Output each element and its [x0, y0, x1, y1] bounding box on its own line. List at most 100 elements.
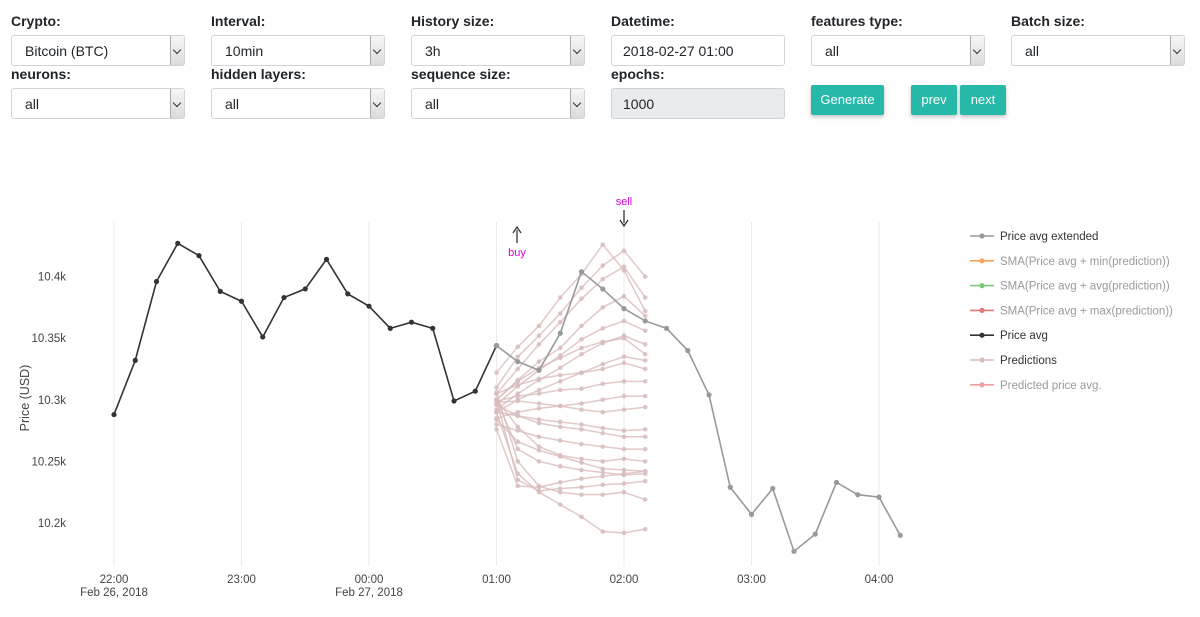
prediction-line [496, 411, 646, 432]
prediction-point [557, 502, 563, 507]
chevron-down-icon[interactable] [170, 36, 184, 65]
prediction-point [621, 428, 627, 433]
history-size-select[interactable]: 3h [411, 35, 585, 66]
prediction-point [494, 427, 499, 432]
interval-select[interactable]: 10min [211, 35, 385, 66]
prediction-point [600, 529, 606, 534]
prediction-point [621, 393, 627, 399]
prediction-point [557, 424, 563, 430]
prediction-point [494, 391, 499, 396]
hidden-layers-select[interactable]: all [211, 88, 385, 119]
chevron-down-icon[interactable] [570, 89, 584, 118]
prediction-point [536, 459, 542, 464]
prediction-point [600, 444, 606, 449]
prediction-point [515, 354, 521, 359]
prediction-point [536, 406, 542, 411]
prediction-point [536, 444, 542, 449]
sequence-size-select[interactable]: all [411, 88, 585, 119]
prediction-point [621, 318, 627, 324]
prediction-line [496, 423, 646, 450]
series-point [578, 269, 585, 275]
series-point [472, 388, 478, 394]
prediction-point [642, 468, 648, 474]
prediction-line [496, 380, 646, 402]
crypto-select[interactable]: Bitcoin (BTC) [11, 35, 185, 66]
datetime-value: 2018-02-27 01:00 [623, 43, 734, 59]
prediction-point [494, 370, 499, 375]
prediction-point [579, 441, 584, 447]
prediction-point [621, 379, 627, 384]
prediction-point [621, 294, 627, 299]
batch-size-select[interactable]: all [1011, 35, 1185, 66]
series-point [727, 484, 733, 490]
prediction-point [557, 353, 563, 358]
series-point [132, 357, 138, 363]
series-point [302, 286, 308, 292]
chevron-down-icon[interactable] [170, 89, 184, 118]
prediction-point [579, 401, 584, 406]
legend-layer: Price avg extended SMA(Price avg + min(pr… [970, 231, 1173, 392]
prediction-point [621, 268, 627, 273]
chevron-down-icon[interactable] [370, 36, 384, 65]
prediction-point [515, 439, 521, 444]
prediction-line [495, 399, 646, 492]
generate-button[interactable]: Generate [811, 85, 884, 115]
prediction-point [536, 342, 542, 347]
interval-label: Interval: [211, 13, 266, 29]
series-point [791, 548, 797, 554]
prediction-line [496, 404, 646, 438]
series-point [153, 278, 160, 285]
x-tick-label: 04:00 [865, 574, 894, 586]
prediction-point [515, 471, 521, 477]
hidden-layers-label: hidden layers: [211, 66, 306, 82]
prediction-point [579, 460, 584, 465]
series-point [706, 392, 712, 398]
crypto-label: Crypto: [11, 13, 61, 29]
legend-label: Predicted price avg. [1000, 380, 1102, 392]
chevron-down-icon[interactable] [370, 89, 384, 118]
prev-button[interactable]: prev [911, 85, 957, 115]
datetime-input[interactable]: 2018-02-27 01:00 [611, 35, 785, 66]
prediction-point [579, 484, 584, 490]
prediction-point [621, 471, 627, 477]
series-point [345, 291, 351, 297]
prediction-point [536, 387, 542, 393]
y-tick-label: 10.35k [31, 333, 66, 345]
prediction-line [496, 320, 646, 406]
epochs-input: 1000 [611, 88, 785, 119]
prediction-point [536, 484, 542, 490]
prediction-point [642, 468, 648, 474]
epochs-label: epochs: [611, 66, 665, 82]
legend-label: Price avg [1000, 330, 1048, 342]
prediction-point [557, 365, 563, 371]
prediction-point [642, 526, 648, 532]
prediction-point [579, 370, 584, 375]
chevron-down-icon[interactable] [970, 36, 984, 65]
chevron-down-icon[interactable] [570, 36, 584, 65]
prediction-point [557, 403, 563, 409]
prediction-point [579, 386, 584, 392]
prediction-point [494, 385, 499, 390]
prediction-point [536, 488, 542, 494]
prediction-point [557, 345, 563, 351]
prediction-line [495, 399, 646, 463]
prediction-point [621, 456, 627, 462]
prediction-line [495, 295, 646, 401]
prediction-point [536, 377, 542, 383]
features-type-select[interactable]: all [811, 35, 985, 66]
interval-value: 10min [225, 43, 264, 59]
neurons-select[interactable]: all [11, 88, 185, 119]
prediction-point [600, 397, 606, 403]
y-tick-label: 10.3k [38, 395, 66, 407]
series-point [323, 256, 330, 262]
prediction-point [642, 427, 648, 432]
chevron-down-icon[interactable] [1170, 36, 1184, 65]
neurons-value: all [25, 96, 40, 112]
prediction-point [515, 393, 521, 399]
prediction-point [579, 514, 584, 520]
prediction-point [600, 409, 606, 415]
next-button[interactable]: next [960, 85, 1006, 115]
prediction-point [515, 459, 521, 464]
prediction-point [515, 344, 521, 350]
